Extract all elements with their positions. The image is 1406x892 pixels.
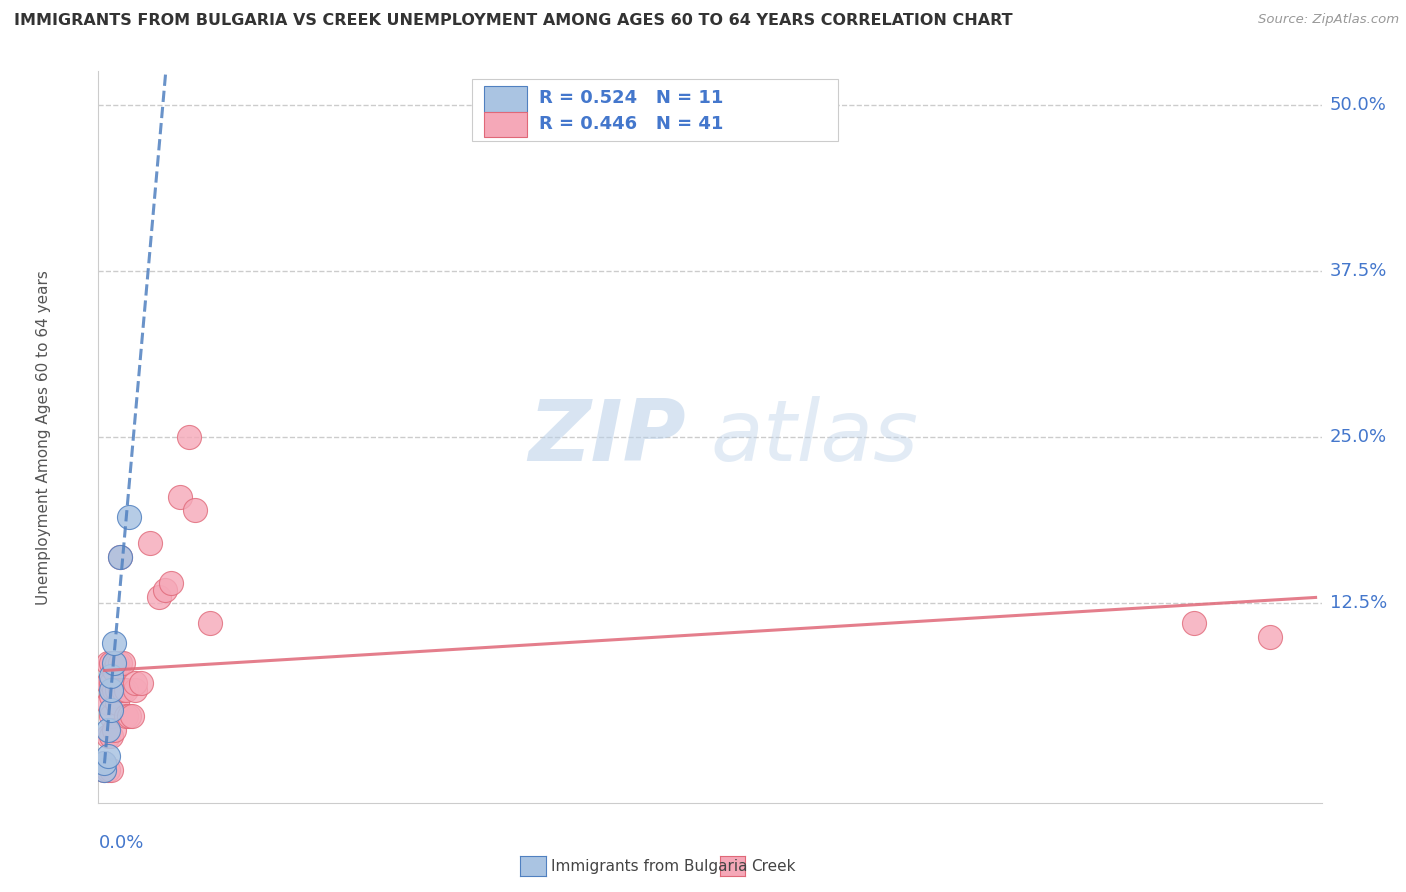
Point xyxy=(100,656,122,670)
Point xyxy=(1184,616,1206,631)
Point xyxy=(129,676,152,690)
Point xyxy=(108,682,131,697)
Text: Source: ZipAtlas.com: Source: ZipAtlas.com xyxy=(1258,13,1399,27)
Point xyxy=(103,723,125,737)
Point xyxy=(1258,630,1281,644)
Point xyxy=(96,763,118,777)
Point xyxy=(105,656,128,670)
Point xyxy=(100,676,122,690)
Point xyxy=(103,682,125,697)
Point xyxy=(111,682,134,697)
Point xyxy=(105,696,128,710)
Text: R = 0.524   N = 11: R = 0.524 N = 11 xyxy=(538,89,723,107)
Point xyxy=(96,656,118,670)
Point xyxy=(96,696,118,710)
Text: 37.5%: 37.5% xyxy=(1330,262,1388,280)
Point xyxy=(121,709,143,723)
Point xyxy=(124,676,146,690)
Text: 25.0%: 25.0% xyxy=(1330,428,1388,446)
Point xyxy=(124,682,146,697)
Point xyxy=(103,656,125,670)
Point xyxy=(103,636,125,650)
Point xyxy=(160,576,183,591)
Point xyxy=(96,676,118,690)
Point xyxy=(108,656,131,670)
Point xyxy=(93,756,115,770)
Point xyxy=(114,682,136,697)
Point xyxy=(153,582,176,597)
Text: ZIP: ZIP xyxy=(527,395,686,479)
Text: Unemployment Among Ages 60 to 64 years: Unemployment Among Ages 60 to 64 years xyxy=(37,269,51,605)
Text: Immigrants from Bulgaria: Immigrants from Bulgaria xyxy=(551,859,748,873)
Point xyxy=(100,709,122,723)
Point xyxy=(200,616,222,631)
Text: 50.0%: 50.0% xyxy=(1330,95,1386,113)
FancyBboxPatch shape xyxy=(471,78,838,141)
Point xyxy=(139,536,162,550)
Point xyxy=(118,709,141,723)
Point xyxy=(108,549,131,564)
FancyBboxPatch shape xyxy=(484,112,526,137)
Text: Creek: Creek xyxy=(751,859,796,873)
Point xyxy=(100,729,122,743)
FancyBboxPatch shape xyxy=(484,86,526,112)
Point xyxy=(100,690,122,704)
Point xyxy=(169,490,191,504)
Point xyxy=(108,549,131,564)
Point xyxy=(103,663,125,677)
Point xyxy=(118,509,141,524)
Point xyxy=(93,763,115,777)
Text: 12.5%: 12.5% xyxy=(1330,594,1388,612)
Point xyxy=(100,682,122,697)
Point xyxy=(184,503,207,517)
Point xyxy=(105,682,128,697)
Text: R = 0.446   N = 41: R = 0.446 N = 41 xyxy=(538,115,723,133)
Point xyxy=(93,763,115,777)
Text: IMMIGRANTS FROM BULGARIA VS CREEK UNEMPLOYMENT AMONG AGES 60 TO 64 YEARS CORRELA: IMMIGRANTS FROM BULGARIA VS CREEK UNEMPL… xyxy=(14,13,1012,29)
Text: 0.0%: 0.0% xyxy=(98,834,143,852)
Point xyxy=(96,749,118,764)
Point xyxy=(96,729,118,743)
Point xyxy=(111,656,134,670)
Point xyxy=(100,703,122,717)
Point xyxy=(96,723,118,737)
Point xyxy=(114,709,136,723)
Point xyxy=(100,763,122,777)
Text: atlas: atlas xyxy=(710,395,918,479)
Point xyxy=(148,590,170,604)
Point xyxy=(100,669,122,683)
Point xyxy=(93,756,115,770)
Point xyxy=(179,430,201,444)
